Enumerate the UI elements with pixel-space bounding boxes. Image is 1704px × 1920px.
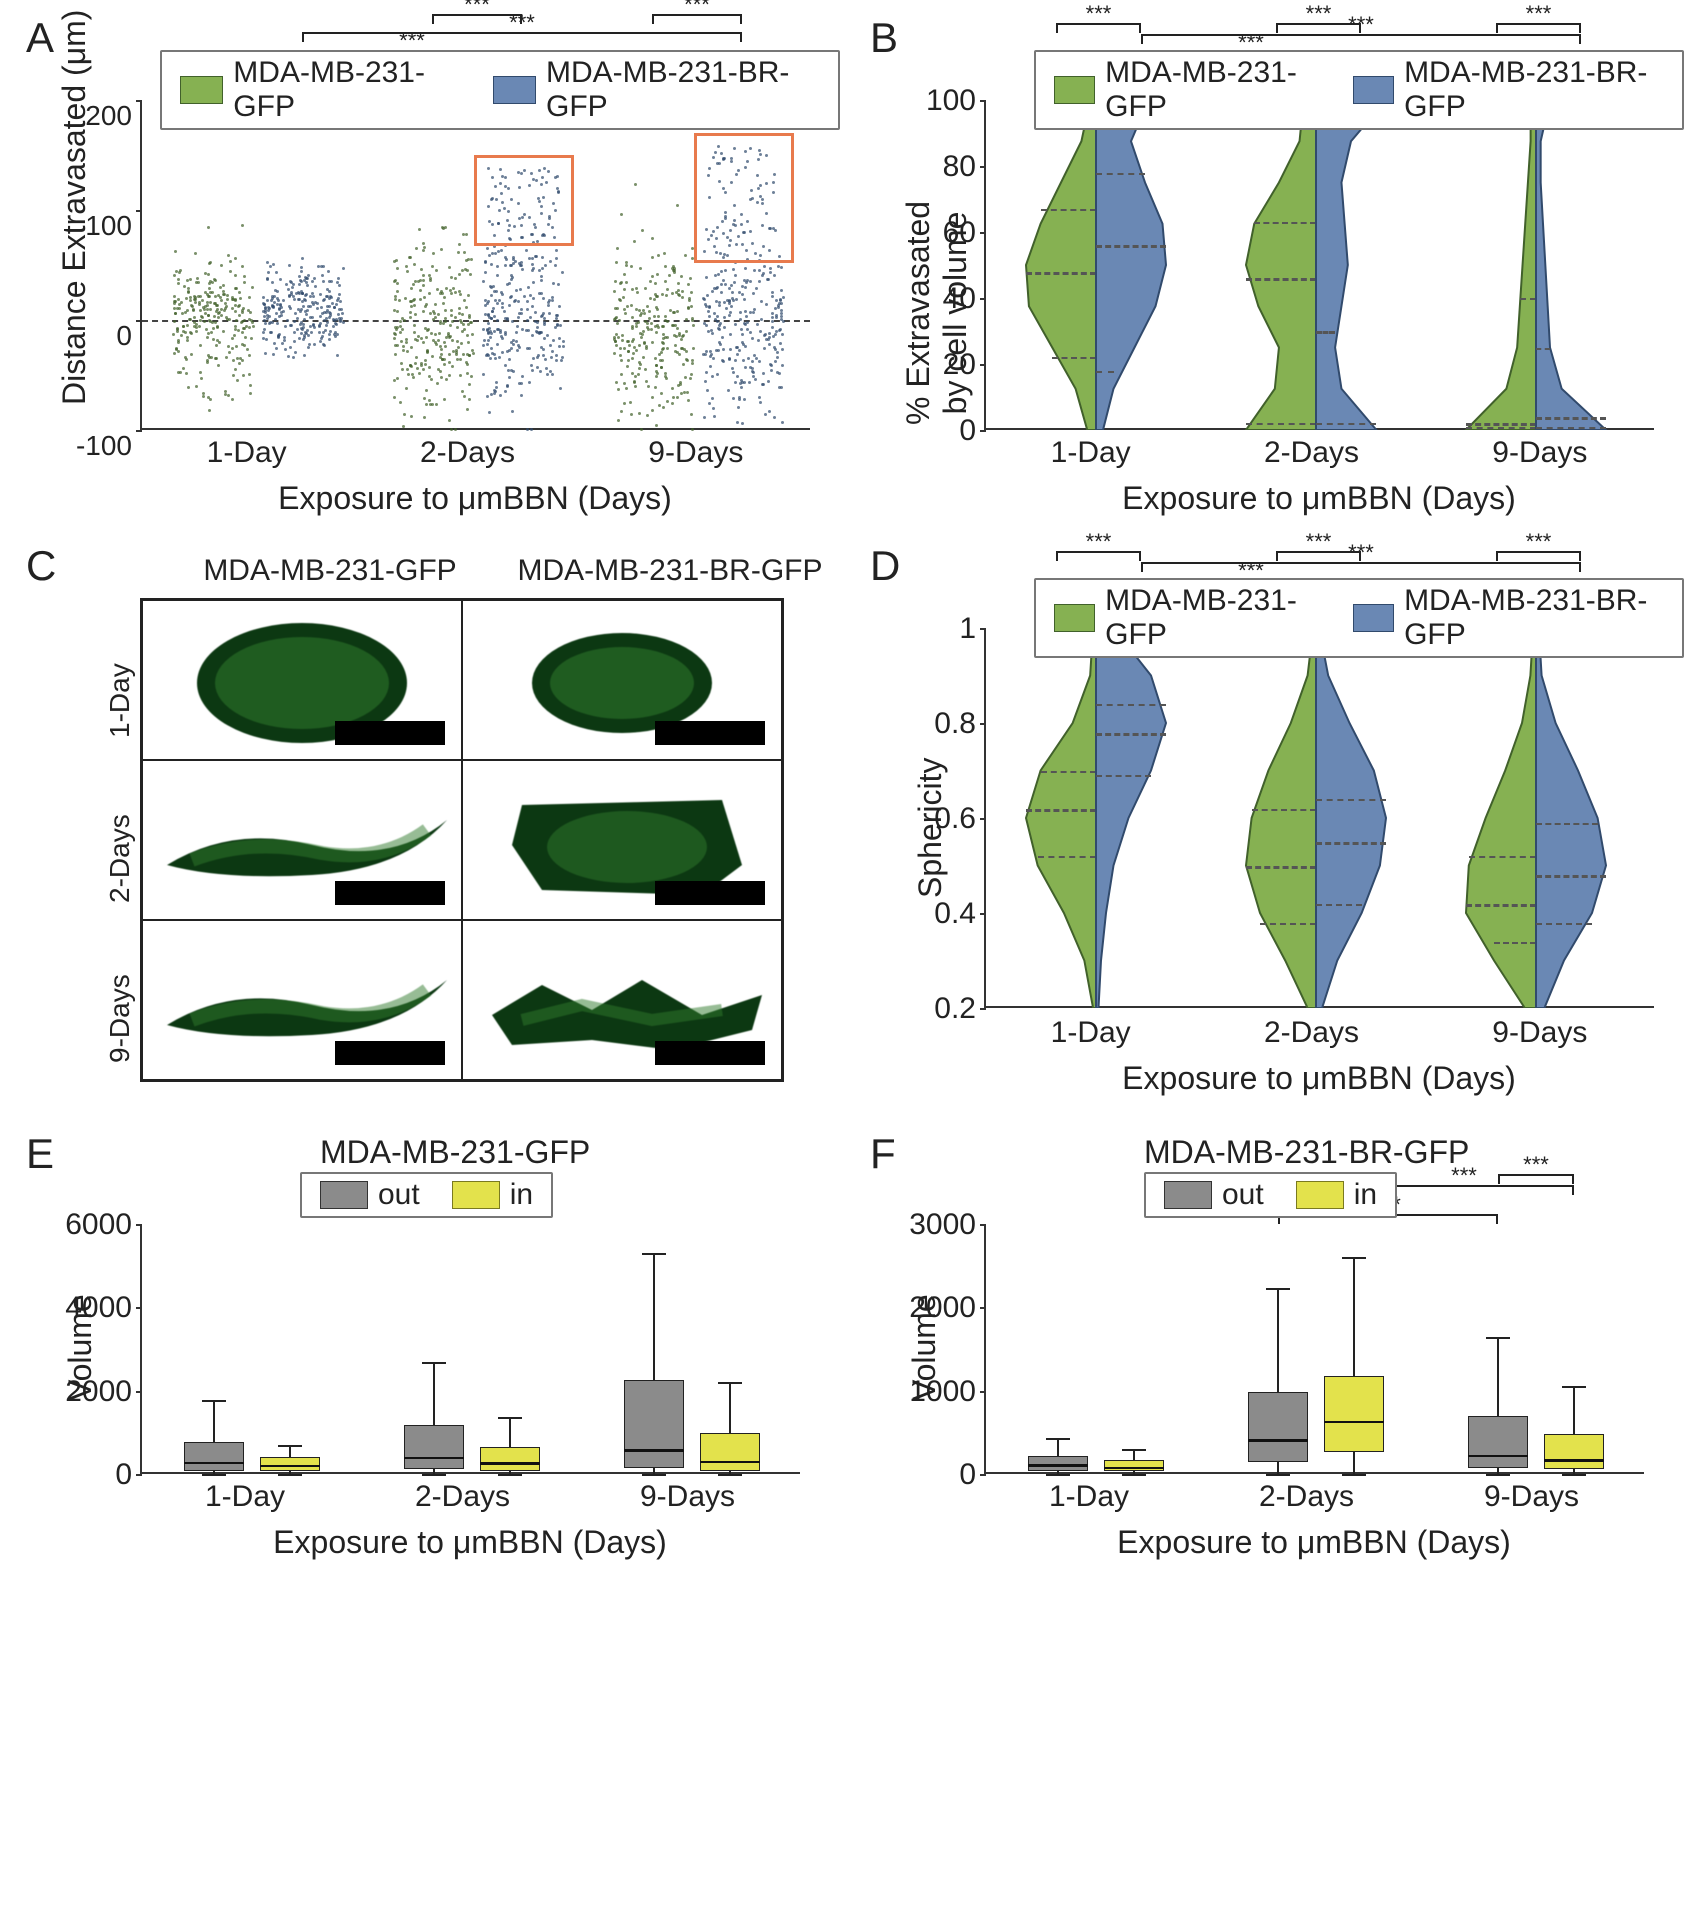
panel-c-headers: MDA-MB-231-GFP MDA-MB-231-BR-GFP <box>175 554 825 588</box>
panel-d: D MDA-MB-231-GFP MDA-MB-231-BR-GFP Spher… <box>864 548 1684 1108</box>
panel-f-title: MDA-MB-231-BR-GFP <box>1144 1134 1469 1171</box>
multipanel-figure: A MDA-MB-231-GFP MDA-MB-231-BR-GFP Dista… <box>20 20 1684 1556</box>
panel-b-violin: 020406080100********************* <box>984 100 1654 430</box>
panel-a-xlabel: Exposure to μmBBN (Days) <box>140 480 810 517</box>
panel-a-legend: MDA-MB-231-GFP MDA-MB-231-BR-GFP <box>160 50 840 130</box>
panel-e-title: MDA-MB-231-GFP <box>320 1134 590 1171</box>
panel-f-legend: out in <box>1144 1172 1397 1218</box>
panel-c-label: C <box>26 542 56 590</box>
panel-f-boxplot: 0100020003000************ <box>984 1224 1644 1474</box>
panel-e-boxplot: 0200040006000 <box>140 1224 800 1474</box>
panel-e-xlabel: Exposure to μmBBN (Days) <box>140 1524 800 1561</box>
panel-b-xlabel: Exposure to μmBBN (Days) <box>984 480 1654 517</box>
legend-brain: MDA-MB-231-BR-GFP <box>546 56 820 124</box>
panel-a-scatter: -1000100200****************** <box>140 100 810 430</box>
panel-c-image-grid <box>140 598 784 1082</box>
panel-e: E MDA-MB-231-GFP out in Volume 020004000… <box>20 1136 840 1556</box>
panel-d-xlabel: Exposure to μmBBN (Days) <box>984 1060 1654 1097</box>
panel-f: F MDA-MB-231-BR-GFP out in Volume 010002… <box>864 1136 1684 1556</box>
panel-a-label: A <box>26 14 54 62</box>
panel-c: C MDA-MB-231-GFP MDA-MB-231-BR-GFP 1-Day… <box>20 548 840 1108</box>
panel-e-legend: out in <box>300 1172 553 1218</box>
panel-f-xlabel: Exposure to μmBBN (Days) <box>984 1524 1644 1561</box>
panel-e-label: E <box>26 1130 54 1178</box>
panel-a: A MDA-MB-231-GFP MDA-MB-231-BR-GFP Dista… <box>20 20 840 520</box>
panel-a-ylabel: Distance Extravasated (μm) <box>56 10 93 405</box>
panel-d-legend: MDA-MB-231-GFP MDA-MB-231-BR-GFP <box>1034 578 1684 658</box>
panel-b-label: B <box>870 14 898 62</box>
panel-d-label: D <box>870 542 900 590</box>
panel-b: B MDA-MB-231-GFP MDA-MB-231-BR-GFP % Ext… <box>864 20 1684 520</box>
panel-d-violin: 0.20.40.60.81********************* <box>984 628 1654 1008</box>
legend-parental: MDA-MB-231-GFP <box>233 56 460 124</box>
panel-f-label: F <box>870 1130 896 1178</box>
panel-b-legend: MDA-MB-231-GFP MDA-MB-231-BR-GFP <box>1034 50 1684 130</box>
